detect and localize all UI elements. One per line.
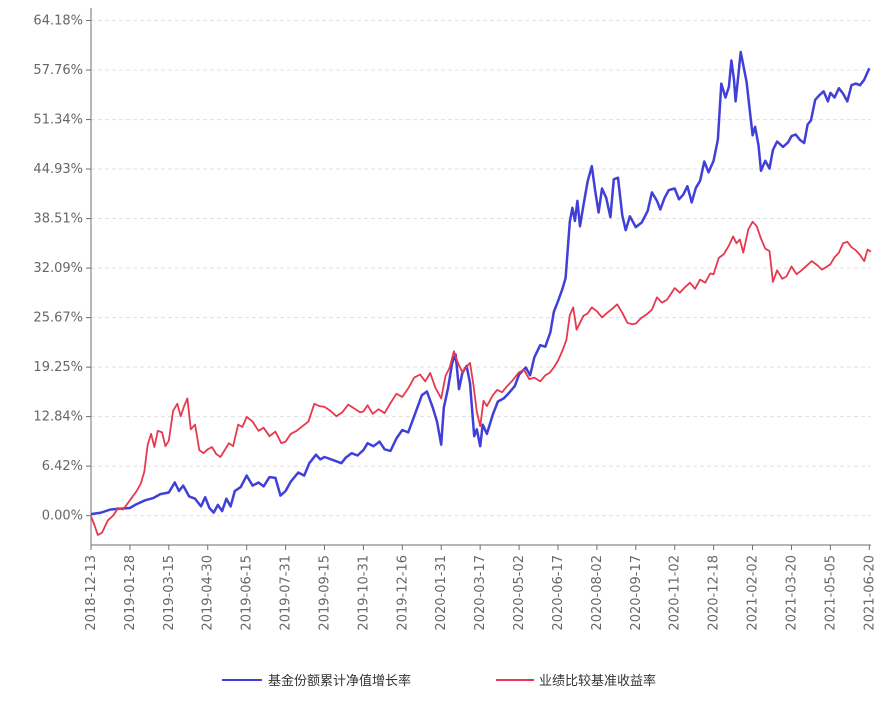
x-axis-ticks: 2018-12-13 2019-01-28 2019-03-15 2019-04-30… [84,545,877,631]
y-tick-label: 0.00% [42,509,83,524]
x-tick-label: 2021-06-20 [862,555,877,631]
y-tick-label: 32.09% [33,261,83,276]
y-tick-label: 51.34% [33,113,83,128]
x-tick-label: 2018-12-13 [84,555,99,631]
x-tick-label: 2020-03-17 [473,555,488,631]
x-tick-label: 2021-05-05 [823,555,838,631]
x-tick-label: 2020-09-17 [629,555,644,631]
x-tick-label: 2019-03-15 [162,555,177,631]
y-tick-label: 6.42% [42,459,83,474]
x-tick-label: 2020-12-18 [707,555,722,631]
x-tick-label: 2020-06-17 [551,555,566,631]
x-tick-label: 2020-08-02 [590,555,605,631]
x-tick-label: 2020-11-02 [668,555,683,631]
series-line-0 [90,50,871,516]
legend-label-series-0: 基金份额累计净值增长率 [268,673,411,689]
x-tick-label: 2019-07-31 [279,555,294,631]
x-tick-label: 2020-05-02 [512,555,527,631]
y-tick-label: 64.18% [33,13,83,28]
y-tick-label: 38.51% [33,212,83,227]
x-tick-label: 2020-01-31 [434,555,449,631]
x-tick-label: 2021-03-20 [784,555,799,631]
series-line-1 [90,220,872,536]
x-tick-label: 2019-10-31 [356,555,371,631]
x-tick-label: 2019-09-15 [317,555,332,631]
y-tick-label: 19.25% [33,360,83,375]
y-tick-label: 25.67% [33,311,83,326]
x-tick-label: 2021-02-02 [746,555,761,631]
y-axis-ticks: 0.00% 6.42% 12.84% 19.25% 25.67% 32.09% 38.51%… [33,13,91,524]
x-tick-label: 2019-01-28 [123,555,138,631]
legend-label-series-1: 业绩比较基准收益率 [539,673,656,689]
y-tick-label: 57.76% [33,63,83,78]
x-tick-label: 2019-06-15 [240,555,255,631]
y-tick-label: 44.93% [33,162,83,177]
series-lines [90,50,872,536]
y-tick-label: 12.84% [33,410,83,425]
x-tick-label: 2019-12-16 [395,555,410,631]
grid-lines [91,19,871,517]
legend: 基金份额累计净值增长率 业绩比较基准收益率 [222,673,656,689]
x-tick-label: 2019-04-30 [201,555,216,631]
